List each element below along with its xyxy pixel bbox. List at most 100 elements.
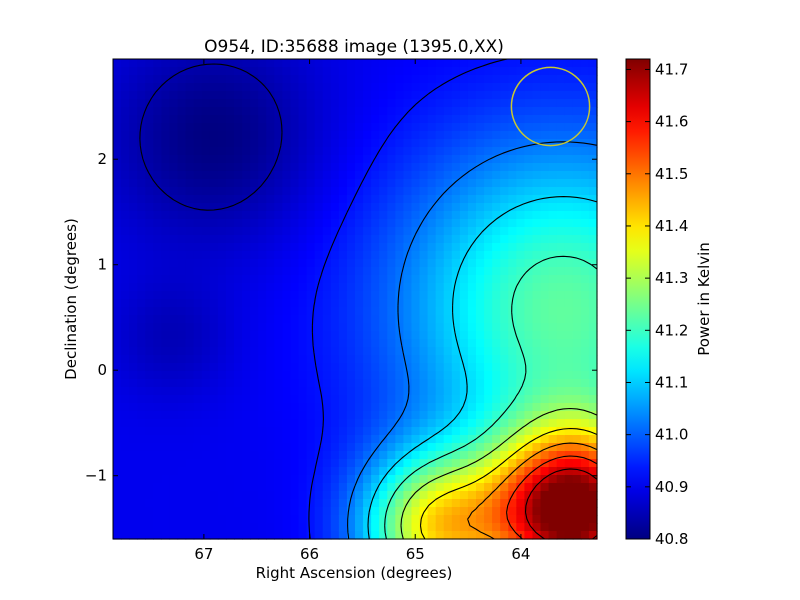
- heatmap-cell: [419, 211, 429, 220]
- heatmap-cell: [524, 195, 534, 204]
- heatmap-cell: [564, 131, 574, 140]
- heatmap-cell: [556, 91, 566, 100]
- heatmap-cell: [121, 347, 130, 356]
- heatmap-cell: [121, 451, 130, 460]
- heatmap-cell: [540, 451, 550, 460]
- heatmap-cell: [588, 363, 598, 372]
- heatmap-cell: [403, 403, 413, 412]
- colorbar-tick-label: 41.2: [655, 321, 688, 339]
- heatmap-cell: [330, 339, 340, 348]
- heatmap-cell: [322, 411, 332, 420]
- heatmap-cell: [459, 419, 469, 428]
- heatmap-cell: [516, 339, 525, 348]
- heatmap-cell: [427, 515, 437, 524]
- heatmap-cell: [209, 211, 219, 220]
- heatmap-cell: [250, 467, 259, 476]
- heatmap-cell: [153, 155, 162, 164]
- heatmap-cell: [371, 275, 380, 284]
- heatmap-cell: [274, 451, 283, 460]
- heatmap-cell: [588, 427, 598, 436]
- heatmap-cell: [363, 243, 372, 252]
- heatmap-cell: [153, 499, 162, 508]
- heatmap-cell: [258, 243, 267, 252]
- heatmap-cell: [225, 131, 235, 140]
- heatmap-cell: [121, 203, 130, 212]
- heatmap-cell: [564, 355, 574, 364]
- heatmap-cell: [225, 363, 235, 372]
- heatmap-cell: [508, 99, 517, 108]
- heatmap-cell: [201, 475, 211, 484]
- heatmap-cell: [516, 171, 525, 180]
- heatmap-cell: [459, 83, 469, 92]
- heatmap-cell: [371, 299, 380, 308]
- heatmap-cell: [459, 107, 469, 116]
- heatmap-cell: [508, 171, 517, 180]
- heatmap-cell: [266, 523, 275, 532]
- heatmap-cell: [169, 155, 179, 164]
- heatmap-cell: [524, 147, 534, 156]
- heatmap-cell: [492, 131, 501, 140]
- heatmap-cell: [209, 459, 219, 468]
- heatmap-cell: [225, 531, 235, 540]
- heatmap-cell: [129, 299, 138, 308]
- heatmap-cell: [346, 235, 356, 244]
- heatmap-cell: [588, 243, 598, 252]
- heatmap-cell: [508, 507, 517, 516]
- heatmap-cell: [129, 411, 138, 420]
- heatmap-cell: [403, 363, 413, 372]
- heatmap-cell: [411, 187, 421, 196]
- heatmap-cell: [330, 99, 340, 108]
- heatmap-cell: [346, 507, 356, 516]
- heatmap-cell: [185, 435, 195, 444]
- heatmap-cell: [137, 227, 146, 236]
- heatmap-cell: [451, 443, 461, 452]
- heatmap-cell: [580, 283, 590, 292]
- heatmap-cell: [508, 179, 517, 188]
- heatmap-cell: [330, 443, 340, 452]
- heatmap-cell: [459, 459, 469, 468]
- heatmap-cell: [371, 459, 380, 468]
- heatmap-cell: [306, 59, 316, 68]
- heatmap-cell: [330, 187, 340, 196]
- heatmap-cell: [217, 171, 227, 180]
- heatmap-cell: [121, 379, 130, 388]
- heatmap-cell: [556, 235, 566, 244]
- heatmap-cell: [298, 395, 308, 404]
- heatmap-cell: [508, 211, 517, 220]
- heatmap-cell: [113, 403, 122, 412]
- heatmap-cell: [338, 67, 348, 76]
- heatmap-cell: [451, 91, 461, 100]
- heatmap-cell: [338, 467, 348, 476]
- heatmap-cell: [524, 515, 534, 524]
- heatmap-cell: [113, 339, 122, 348]
- heatmap-cell: [371, 99, 380, 108]
- heatmap-cell: [225, 419, 235, 428]
- heatmap-cell: [209, 307, 219, 316]
- heatmap-cell: [290, 259, 300, 268]
- heatmap-cell: [258, 507, 267, 516]
- heatmap-cell: [500, 171, 509, 180]
- heatmap-cell: [282, 267, 292, 276]
- heatmap-cell: [540, 187, 550, 196]
- heatmap-cell: [435, 179, 445, 188]
- heatmap-cell: [169, 483, 179, 492]
- heatmap-cell: [306, 155, 316, 164]
- heatmap-cell: [314, 339, 324, 348]
- heatmap-cell: [476, 507, 485, 516]
- heatmap-cell: [185, 283, 195, 292]
- heatmap-cell: [580, 395, 590, 404]
- heatmap-cell: [459, 59, 469, 68]
- heatmap-cell: [556, 259, 566, 268]
- heatmap-cell: [129, 219, 138, 228]
- heatmap-cell: [137, 203, 146, 212]
- heatmap-cell: [161, 467, 171, 476]
- heatmap-cell: [225, 59, 235, 68]
- heatmap-cell: [467, 59, 477, 68]
- x-tick-label: 65: [406, 545, 425, 563]
- heatmap-cell: [387, 411, 396, 420]
- heatmap-cell: [588, 67, 598, 76]
- heatmap-cell: [572, 443, 582, 452]
- heatmap-cell: [290, 371, 300, 380]
- heatmap-cell: [588, 147, 598, 156]
- heatmap-cell: [411, 203, 421, 212]
